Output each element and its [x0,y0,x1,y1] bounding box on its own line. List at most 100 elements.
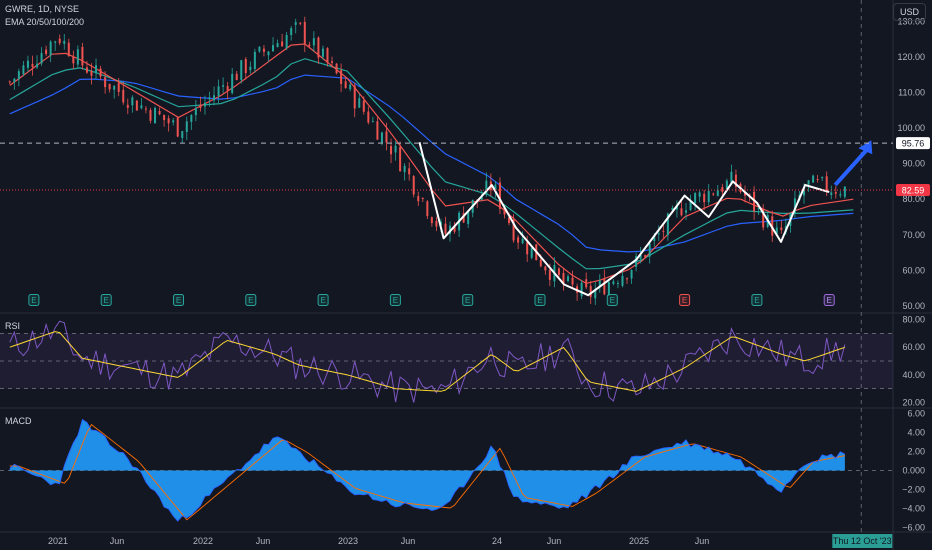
candle-body [598,280,601,288]
macd-tick-label: 4.00 [907,428,925,438]
earnings-marker[interactable]: E [534,294,546,306]
candle-body [675,206,678,210]
earnings-marker-box [173,294,184,306]
candle-body [122,89,125,103]
candle-body [544,266,547,271]
candle-body [190,115,193,122]
earnings-marker[interactable]: E [679,294,691,306]
time-tick-label: Jun [401,536,416,546]
time-tick-label: Jun [695,536,710,546]
candle-body [158,110,161,115]
candle-body [126,104,129,108]
candle-body [76,49,79,65]
candle-body [762,209,765,228]
ema-20-line [9,43,854,285]
candle-body [399,147,402,172]
candle-body [267,51,270,56]
candle-body [494,184,497,191]
candle-body [108,83,111,90]
candle-body [226,86,229,91]
candle-body [412,176,415,195]
earnings-marker-box [679,294,691,306]
candle-body [249,66,252,71]
candle-body [730,171,733,184]
candle-body [371,121,374,123]
symbol-title[interactable]: GWRE, 1D, NYSE [5,4,80,14]
candle-body [839,194,842,196]
earnings-marker[interactable]: E [823,294,835,306]
candle-body [13,78,16,82]
macd-title[interactable]: MACD [5,416,32,426]
candle-body [462,213,465,223]
candle-body [17,71,20,80]
time-tick-label: Jun [547,536,562,546]
candle-body [653,236,656,241]
macd-tick-label: 6.00 [907,409,925,419]
candle-body [444,223,447,234]
candle-body [571,277,574,285]
candle-body [616,282,619,284]
earnings-marker[interactable]: E [28,294,40,306]
candle-body [612,281,615,284]
macd-histogram-area [9,419,845,522]
rsi-tick-label: 20.00 [902,397,925,407]
earnings-marker[interactable]: E [173,294,184,306]
drawn-pattern [418,140,873,297]
earnings-marker-label: E [248,296,253,305]
candle-body [358,98,361,108]
crosshair-date-box [832,534,893,548]
price-tick-label: 80.00 [902,194,925,204]
candle-body [72,56,75,64]
candle-body [272,45,275,52]
ema-50-line [9,58,854,270]
earnings-marker[interactable]: E [751,294,763,306]
currency-button[interactable]: USD [892,3,926,21]
zigzag-pattern-line [418,142,830,297]
candle-body [67,42,70,57]
candle-body [317,37,320,58]
earnings-marker[interactable]: E [606,294,618,306]
candle-body [240,60,243,80]
candle-body [648,243,651,257]
candle-body [503,207,506,215]
time-tick-label: Jun [256,536,271,546]
candle-body [793,198,796,214]
price-label-95.76: 95.76 [902,139,925,149]
earnings-marker[interactable]: E [462,294,474,306]
candle-body [680,208,683,216]
candles [8,16,846,305]
earnings-marker-box [317,294,329,306]
candle-body [725,180,728,190]
candle-body [721,187,724,192]
rsi-title[interactable]: RSI [5,321,21,331]
candle-body [285,34,288,48]
candle-body [99,68,102,77]
candle-body [843,186,846,197]
candle-body [630,270,633,279]
ema-legend[interactable]: EMA 20/50/100/200 [5,17,85,27]
time-tick-label: 2025 [629,536,649,546]
earnings-marker[interactable]: E [317,294,329,306]
candle-body [821,177,824,179]
candle-body [417,196,420,202]
candle-body [244,59,247,74]
earnings-marker[interactable]: E [100,294,112,306]
candle-body [521,238,524,244]
candle-body [276,43,279,48]
earnings-marker[interactable]: E [389,294,401,306]
earnings-marker-label: E [393,296,398,305]
candle-body [508,217,511,224]
candle-body [644,255,647,258]
candle-body [81,46,84,66]
rsi-line [9,320,846,403]
candle-body [607,282,610,295]
candle-body [140,105,143,109]
candle-body [689,200,692,210]
earnings-marker[interactable]: E [245,294,257,306]
candle-body [303,21,306,44]
candle-body [203,102,206,107]
candle-body [385,131,388,143]
candle-body [231,73,234,94]
